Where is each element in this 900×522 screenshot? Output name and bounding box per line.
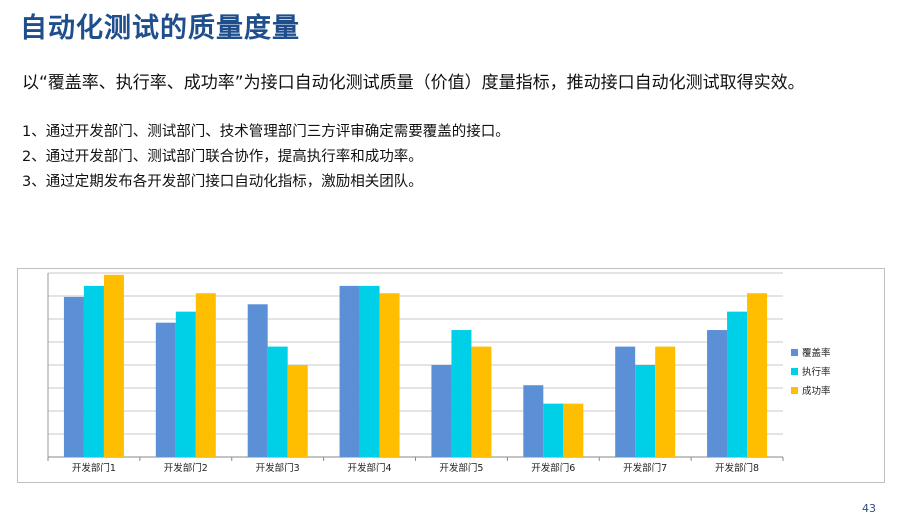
bar-3-8 [747, 293, 768, 457]
lead-statement: 以“覆盖率、执行率、成功率”为接口自动化测试质量（价值）度量指标，推动接口自动化… [22, 73, 805, 93]
bar-2-7 [635, 365, 656, 457]
point-list: 1、通过开发部门、测试部门、技术管理部门三方评审确定需要覆盖的接口。 2、通过开… [22, 120, 510, 195]
legend-label: 覆盖率 [802, 347, 831, 359]
bar-1-4 [339, 285, 360, 457]
bar-3-3 [287, 365, 308, 457]
x-tick-label: 开发部门3 [256, 462, 300, 474]
x-tick-label: 开发部门6 [531, 462, 575, 474]
bar-2-5 [451, 330, 472, 457]
x-tick-label: 开发部门1 [72, 462, 116, 474]
bar-1-7 [615, 346, 636, 457]
page-number: 43 [862, 502, 876, 515]
point-item: 1、通过开发部门、测试部门、技术管理部门三方评审确定需要覆盖的接口。 [22, 124, 510, 140]
bar-1-3 [247, 304, 268, 457]
bar-1-6 [523, 385, 544, 457]
bar-2-2 [175, 311, 196, 457]
bar-2-3 [267, 346, 288, 457]
legend-swatch [791, 349, 798, 356]
bar-1-1 [63, 296, 84, 457]
bar-chart: 开发部门1 开发部门2 开发部门3 开发部门4 开发部门5 开发部门6 开发部门7 开发部门8… [47, 272, 831, 474]
bar-2-8 [727, 311, 748, 457]
x-tick-label: 开发部门2 [164, 462, 208, 474]
legend-label: 执行率 [802, 366, 831, 378]
bar-1-5 [431, 365, 452, 457]
bar-2-1 [83, 285, 104, 457]
legend-swatch [791, 387, 798, 394]
x-tick-label: 开发部门5 [439, 462, 483, 474]
bar-1-2 [155, 322, 176, 457]
bar-3-6 [563, 403, 584, 457]
legend-swatch [791, 368, 798, 375]
bar-3-2 [195, 293, 216, 457]
bar-2-4 [359, 285, 380, 457]
bar-3-7 [655, 346, 676, 457]
point-item: 3、通过定期发布各开发部门接口自动化指标，激励相关团队。 [22, 174, 423, 190]
legend-label: 成功率 [802, 385, 831, 397]
x-tick-label: 开发部门8 [715, 462, 759, 474]
x-tick-label: 开发部门7 [623, 462, 667, 474]
bar-1-8 [707, 330, 728, 457]
point-item: 2、通过开发部门、测试部门联合协作，提高执行率和成功率。 [22, 149, 423, 165]
bar-3-4 [379, 293, 400, 457]
bar-3-1 [103, 274, 124, 457]
bar-2-6 [543, 403, 564, 457]
bar-3-5 [471, 346, 492, 457]
slide-title: 自动化测试的质量度量 [20, 13, 300, 44]
x-tick-label: 开发部门4 [348, 462, 392, 474]
